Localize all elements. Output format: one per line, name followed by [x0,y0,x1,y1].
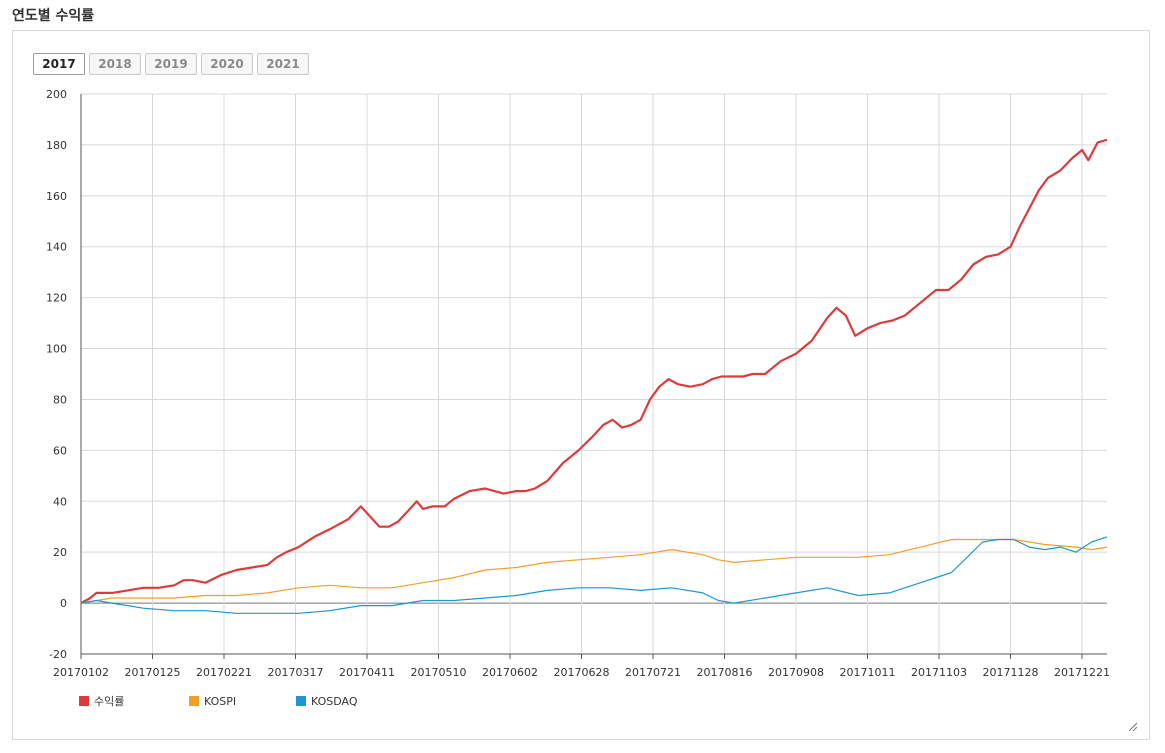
y-tick-label: 160 [46,190,67,203]
y-tick-label: 120 [46,292,67,305]
y-tick-label: 180 [46,139,67,152]
series-line-kospi [80,538,1108,604]
x-tick-label: 20171128 [982,666,1038,679]
y-tick-label: -20 [49,648,67,661]
x-tick-label: 20170411 [339,666,395,679]
x-tick-label: 20170125 [124,666,180,679]
y-tick-label: 100 [46,343,67,356]
y-tick-label: 140 [46,241,67,254]
year-tabs: 2017 2018 2019 2020 2021 [33,53,309,75]
returns-line-chart: -20 0 20 40 60 80 100 120 140 160 180 200 20170102 20… [46,88,1110,708]
tab-2021[interactable]: 2021 [257,53,309,75]
y-tick-label: 80 [53,393,67,406]
tab-2019[interactable]: 2019 [145,53,197,75]
chart-panel: 2017 2018 2019 2020 2021 -20 0 20 40 60 80 100… [12,30,1150,740]
x-tick-label: 20171221 [1054,666,1110,679]
y-tick-label: 20 [53,546,67,559]
y-tick-label: 60 [53,444,67,457]
x-tick-label: 20170816 [696,666,752,679]
resize-grip-icon[interactable] [1127,721,1137,731]
x-tick-label: 20170628 [553,666,609,679]
x-tick-label: 20170317 [267,666,323,679]
tab-2018[interactable]: 2018 [89,53,141,75]
series-line-kosdaq [80,536,1108,614]
x-tick-label: 20170510 [410,666,466,679]
y-tick-label: 40 [53,495,67,508]
x-tick-label: 20170908 [768,666,824,679]
legend-swatch [79,696,89,706]
legend-swatch [189,696,199,706]
x-tick-label: 20170602 [482,666,538,679]
x-tick-label: 20170102 [53,666,109,679]
series-line-수익률 [80,138,1108,605]
y-tick-label: 200 [46,88,67,101]
legend-label: KOSDAQ [311,695,358,708]
x-tick-label: 20170221 [196,666,252,679]
y-tick-label: 0 [60,597,67,610]
legend-label: KOSPI [204,695,236,708]
x-tick-label: 20171011 [839,666,895,679]
x-tick-label: 20171103 [911,666,967,679]
page-title: 연도별 수익률 [12,8,95,24]
tab-2020[interactable]: 2020 [201,53,253,75]
tab-2017[interactable]: 2017 [33,53,85,75]
legend-swatch [296,696,306,706]
legend-label: 수익률 [94,695,124,708]
x-tick-label: 20170721 [625,666,681,679]
